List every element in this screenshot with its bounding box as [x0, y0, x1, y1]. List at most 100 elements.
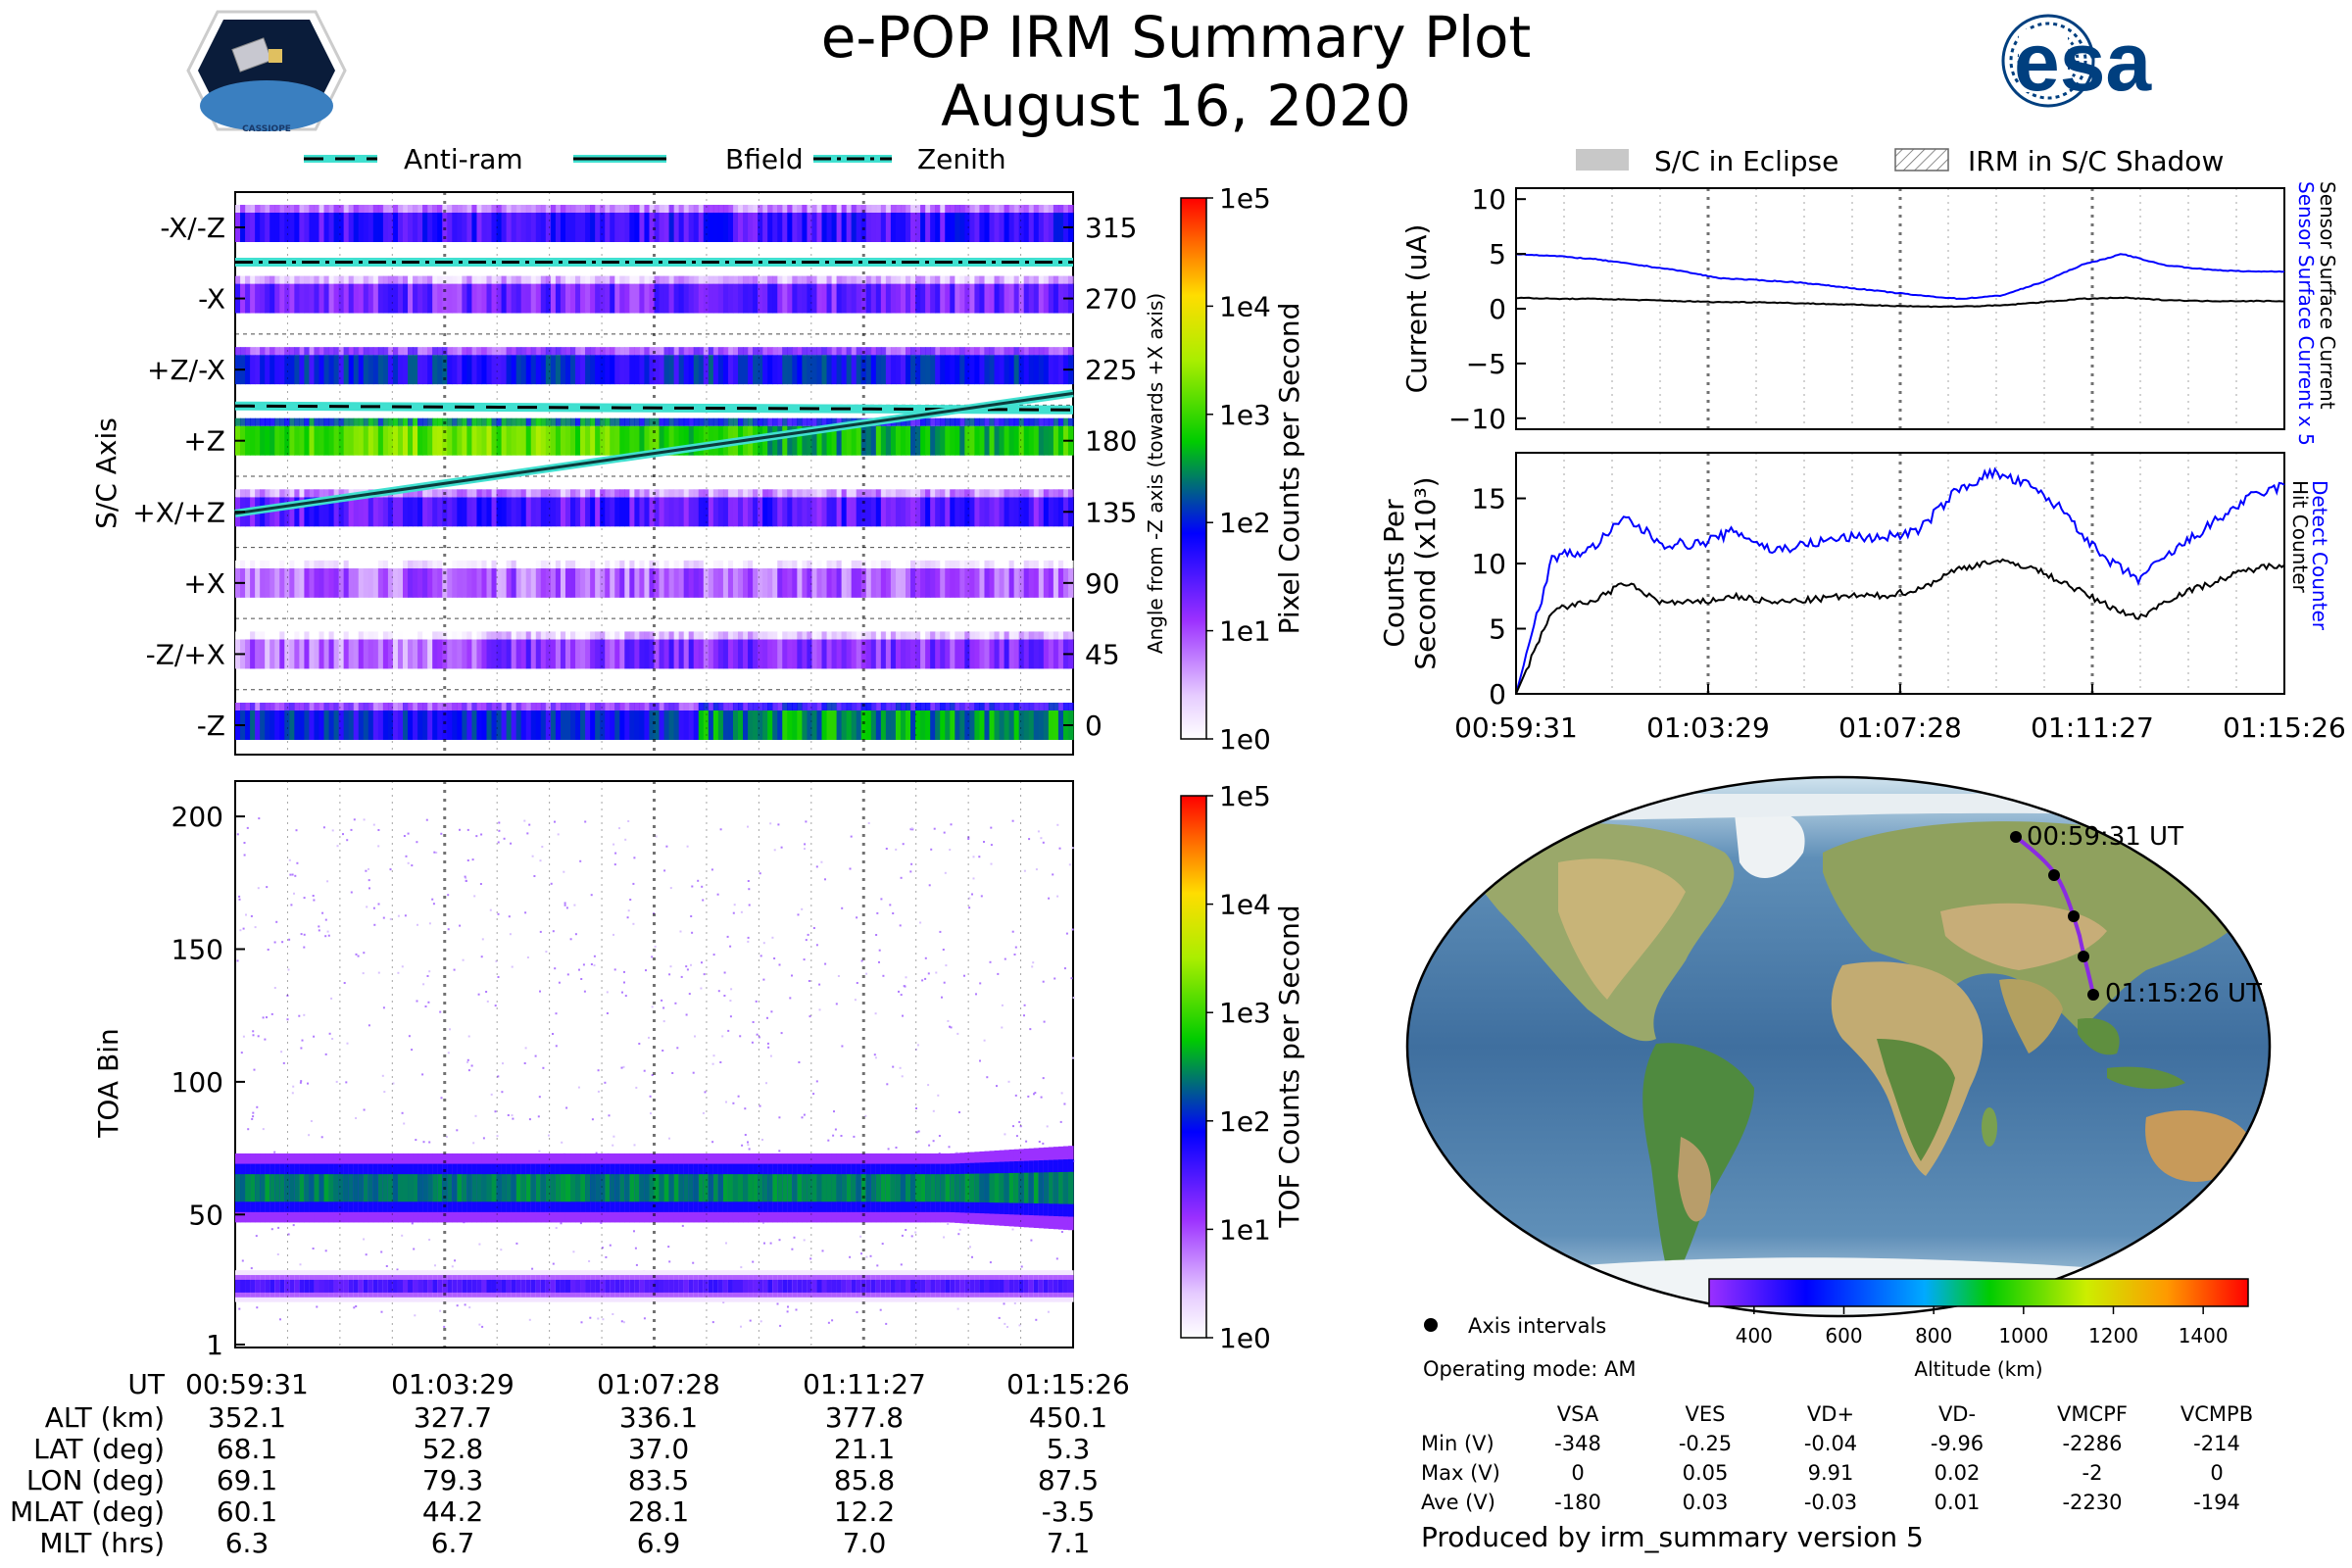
heatmap-cell — [417, 703, 423, 710]
heatmap-cell — [797, 417, 803, 426]
heatmap-cell — [318, 560, 325, 568]
heatmap-cell — [511, 213, 517, 242]
heatmap-cell — [413, 425, 418, 456]
noise-pixel — [824, 878, 826, 881]
heatmap-cell — [279, 283, 285, 314]
heatmap-cell — [920, 703, 926, 710]
heatmap-cell — [910, 213, 916, 242]
noise-pixel — [289, 873, 292, 876]
heatmap-cell — [1038, 710, 1045, 740]
heatmap-cell — [555, 497, 562, 527]
heatmap-cell — [668, 355, 675, 385]
heatmap-cell — [678, 567, 685, 598]
heatmap-cell — [323, 1174, 330, 1202]
noise-pixel — [899, 924, 902, 927]
noise-pixel — [1052, 873, 1054, 876]
heatmap-cell — [915, 710, 921, 740]
heatmap-cell — [432, 275, 438, 284]
heatmap-cell — [732, 283, 739, 314]
heatmap-cell — [353, 703, 360, 710]
heatmap-cell — [984, 417, 991, 426]
noise-pixel — [1011, 930, 1014, 933]
heatmap-cell — [772, 639, 778, 669]
footer-note: Produced by irm_summary version 5 — [1421, 1521, 1924, 1553]
heatmap-cell — [235, 1174, 241, 1202]
heatmap-cell — [925, 639, 931, 669]
noise-pixel — [762, 1222, 764, 1224]
heatmap-cell — [1057, 283, 1064, 314]
heatmap-cell — [585, 275, 591, 284]
heatmap-cell — [481, 567, 488, 598]
heatmap-cell — [545, 355, 552, 385]
heatmap-cell — [979, 1279, 986, 1293]
heatmap-cell — [422, 1279, 428, 1293]
heatmap-cell — [758, 205, 763, 213]
voltage-row-label: Min (V) — [1421, 1432, 1494, 1455]
heatmap-cell — [659, 205, 665, 213]
heatmap-cell — [338, 710, 345, 740]
heatmap-cell — [767, 639, 773, 669]
heatmap-cell — [323, 355, 330, 385]
heatmap-cell — [614, 275, 620, 284]
noise-pixel — [820, 860, 823, 863]
heatmap-cell — [590, 417, 596, 426]
noise-pixel — [958, 1111, 960, 1113]
heatmap-cell — [782, 283, 788, 314]
heatmap-cell — [501, 213, 508, 242]
heatmap-cell — [299, 631, 306, 640]
noise-pixel — [809, 1257, 812, 1260]
noise-pixel — [539, 930, 542, 933]
heatmap-cell — [989, 1279, 996, 1293]
noise-pixel — [526, 832, 529, 835]
noise-pixel — [1040, 1096, 1043, 1099]
heatmap-cell — [333, 213, 340, 242]
heatmap-cell — [605, 355, 611, 385]
noise-pixel — [346, 1042, 349, 1045]
heatmap-cell — [875, 497, 882, 527]
noise-pixel — [944, 871, 947, 874]
noise-pixel — [983, 1039, 986, 1042]
heatmap-cell — [1018, 425, 1025, 456]
heatmap-cell — [900, 355, 906, 385]
heatmap-cell — [496, 417, 503, 426]
heatmap-cell — [392, 275, 399, 284]
noise-pixel — [932, 1140, 935, 1143]
heatmap-cell — [762, 275, 768, 284]
noise-pixel — [313, 1035, 316, 1038]
heatmap-cell — [935, 1174, 941, 1202]
heatmap-cell — [649, 425, 656, 456]
voltage-cell: 0.01 — [1935, 1491, 1981, 1514]
heatmap-cell — [427, 703, 433, 710]
heatmap-cell — [511, 489, 517, 498]
pixel-colorbar-tick-label: 1e3 — [1219, 399, 1271, 431]
heatmap-cell — [727, 710, 734, 740]
heatmap-cell — [235, 560, 241, 568]
heatmap-cell — [515, 355, 522, 385]
heatmap-cell — [811, 560, 818, 568]
heatmap-cell — [624, 1174, 630, 1202]
noise-pixel — [795, 1308, 798, 1311]
heatmap-cell — [753, 213, 759, 242]
noise-pixel — [346, 839, 349, 842]
heatmap-cell — [501, 275, 508, 284]
noise-pixel — [808, 980, 810, 982]
heatmap-cell — [255, 347, 261, 356]
heatmap-cell — [447, 1174, 453, 1202]
heatmap-cell — [994, 1279, 1001, 1293]
table-cell: 352.1 — [208, 1401, 286, 1434]
heatmap-cell — [432, 205, 438, 213]
heatmap-cell — [323, 1279, 330, 1293]
heatmap-cell — [432, 347, 438, 356]
heatmap-cell — [309, 710, 316, 740]
heatmap-cell — [732, 205, 739, 213]
heatmap-cell — [782, 567, 788, 598]
heatmap-cell — [462, 703, 467, 710]
heatmap-cell — [427, 275, 433, 284]
heatmap-cell — [659, 283, 665, 314]
heatmap-cell — [530, 497, 537, 527]
heatmap-cell — [900, 417, 906, 426]
heatmap-cell — [457, 355, 463, 385]
heatmap-cell — [969, 213, 976, 242]
heatmap-cell — [708, 710, 714, 740]
heatmap-cell — [777, 631, 783, 640]
